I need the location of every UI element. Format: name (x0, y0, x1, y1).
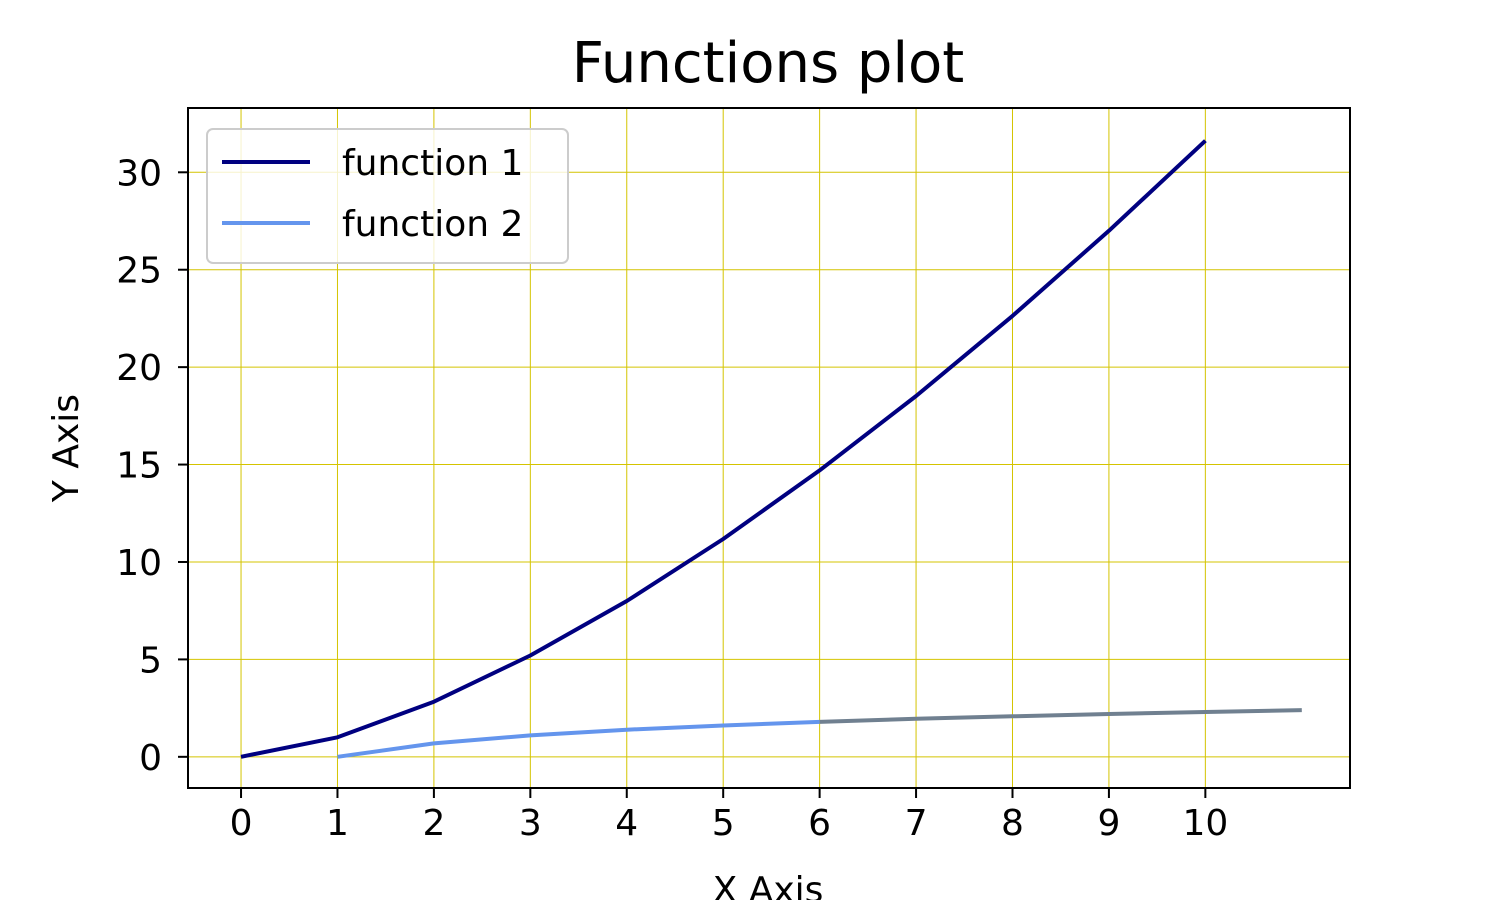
x-tick-label: 8 (1001, 803, 1024, 844)
x-tick-label: 0 (230, 803, 253, 844)
y-tick-label: 20 (116, 348, 162, 389)
y-tick-label: 15 (116, 446, 162, 487)
x-axis-label: X Axis (713, 870, 824, 900)
x-tick-label: 5 (712, 803, 735, 844)
plot-frame (187, 107, 1351, 789)
y-tick-label: 0 (139, 738, 162, 779)
series-line-2 (337, 719, 820, 759)
y-tick-label: 30 (116, 153, 162, 194)
y-tick-label: 25 (116, 251, 162, 292)
x-tick-label: 1 (326, 803, 349, 844)
legend-label: function 1 (342, 143, 523, 184)
y-axis-label: Y Axis (46, 394, 87, 503)
x-tick-label: 2 (422, 803, 445, 844)
series-line-1 (240, 139, 1207, 759)
y-tick-label: 5 (139, 640, 162, 681)
chart-title: Functions plot (572, 31, 965, 96)
legend-label: function 2 (342, 204, 523, 245)
x-tick-label: 6 (808, 803, 831, 844)
series-line-3 (819, 708, 1302, 724)
x-tick-label: 9 (1097, 803, 1120, 844)
x-tick-label: 4 (615, 803, 638, 844)
x-tick-label: 7 (905, 803, 928, 844)
x-tick-label: 3 (519, 803, 542, 844)
legend: function 1 function 2 (206, 128, 569, 264)
x-tick-label: 10 (1182, 803, 1228, 844)
y-tick-label: 10 (116, 543, 162, 584)
